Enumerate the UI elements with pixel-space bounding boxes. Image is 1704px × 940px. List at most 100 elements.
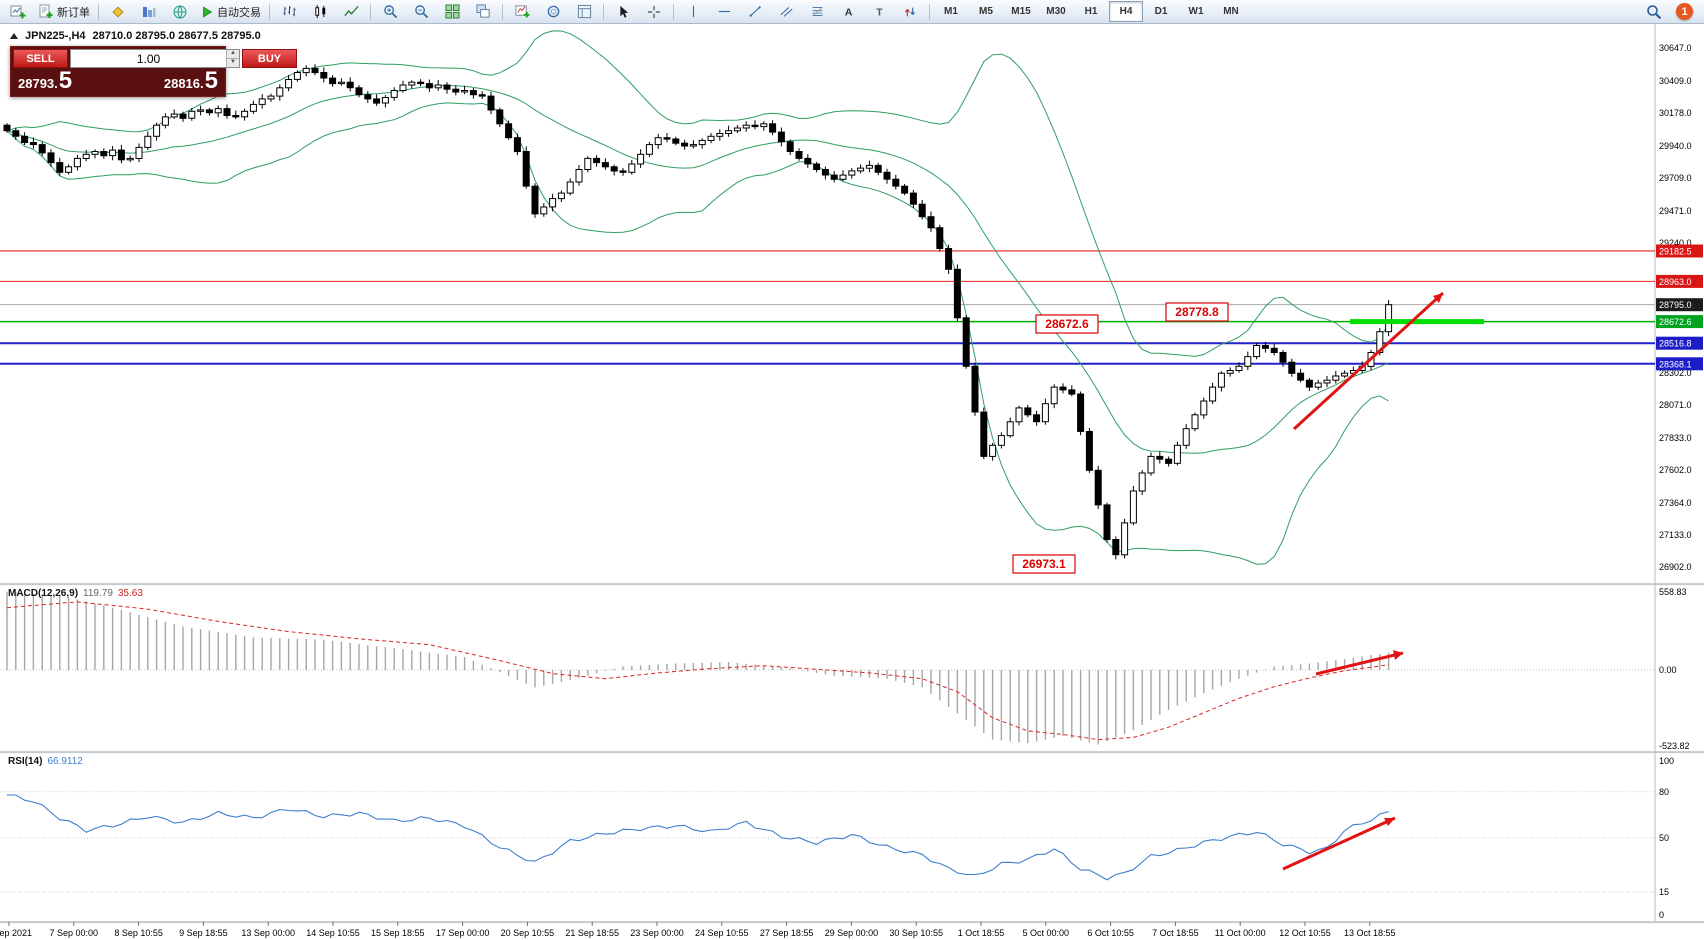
candle-body: [751, 124, 759, 128]
timeframe-button-m30[interactable]: M30: [1046, 6, 1066, 17]
label-tool-button[interactable]: T: [864, 0, 894, 23]
candle-body: [1270, 347, 1278, 353]
data-window-button[interactable]: [165, 0, 195, 23]
candle-body: [1182, 428, 1190, 446]
cursor-tool-button[interactable]: [608, 0, 638, 23]
indicators-button[interactable]: [507, 0, 537, 23]
volume-input[interactable]: [71, 51, 226, 66]
candle-body: [1244, 356, 1252, 367]
price-annotation-box[interactable]: [1035, 314, 1099, 334]
price-badge-support: [1656, 315, 1703, 329]
timeframe-button-d1[interactable]: D1: [1154, 6, 1168, 17]
volume-down-button[interactable]: ▼: [226, 58, 239, 67]
zoom-in-button[interactable]: [375, 0, 405, 23]
candle-body: [522, 151, 530, 187]
rsi-line[interactable]: [6, 794, 1389, 881]
buy-button[interactable]: BUY: [242, 49, 297, 68]
zoom-out-button[interactable]: [406, 0, 436, 23]
candle-body: [285, 79, 293, 89]
timeframe-button-m15[interactable]: M15: [1011, 6, 1031, 17]
notification-badge[interactable]: 1: [1676, 3, 1693, 20]
tile-windows-button[interactable]: [437, 0, 467, 23]
cascade-windows-button[interactable]: [468, 0, 498, 23]
arrows-tool-button[interactable]: [895, 0, 925, 23]
sell-price[interactable]: 28793 . 5: [18, 69, 72, 93]
crosshair-tool-button[interactable]: [639, 0, 669, 23]
line-chart-button[interactable]: [336, 0, 366, 23]
new-order-button[interactable]: 新订单: [34, 0, 94, 23]
candle-body: [1121, 522, 1129, 556]
candle-body: [1209, 386, 1217, 402]
volume-box: ▲ ▼: [70, 49, 240, 68]
bollinger-upper-band[interactable]: [6, 30, 1390, 357]
horizontal-line-tool-button[interactable]: [709, 0, 739, 23]
profile-button[interactable]: [103, 0, 133, 23]
timeframe-button-m1[interactable]: M1: [944, 6, 958, 17]
sell-button[interactable]: SELL: [13, 49, 68, 68]
timeframe-button-mn[interactable]: MN: [1223, 6, 1239, 17]
macd-title: MACD(12,26,9): [8, 588, 79, 599]
sell-price-int: 28793: [18, 76, 55, 91]
candle-body: [1191, 414, 1199, 430]
candlestick-chart-button[interactable]: [305, 0, 335, 23]
candle-body: [654, 137, 662, 146]
bar-chart-button[interactable]: [274, 0, 304, 23]
candle-body: [1332, 375, 1340, 381]
volume-up-button[interactable]: ▲: [226, 50, 239, 58]
bollinger-middle-band[interactable]: [6, 84, 1389, 454]
buy-price[interactable]: 28816 . 5: [164, 69, 218, 93]
timeframe-button-h4[interactable]: H4: [1109, 1, 1143, 22]
candle-body: [364, 94, 372, 100]
autotrading-button[interactable]: 自动交易: [196, 0, 265, 23]
market-watch-button[interactable]: [134, 0, 164, 23]
price-badge-label: 28368.1: [1659, 359, 1692, 369]
price-badge-support: [1656, 336, 1703, 350]
channel-tool-button[interactable]: [771, 0, 801, 23]
price-annotation-box[interactable]: [1165, 302, 1229, 322]
candle-body: [645, 144, 653, 155]
trend-arrow-main[interactable]: [1292, 291, 1445, 431]
rsi-title: RSI(14): [8, 756, 43, 767]
price-level-lines[interactable]: [0, 250, 1655, 365]
trend-arrow-rsi[interactable]: [1282, 816, 1396, 871]
cycles-button[interactable]: [538, 0, 568, 23]
timeframe-button-w1[interactable]: W1: [1188, 6, 1204, 17]
rsi-value: 66.9112: [47, 756, 83, 767]
time-axis-label: 15 Sep 18:55: [371, 928, 425, 938]
vertical-line-tool-button[interactable]: [678, 0, 708, 23]
expand-arrow-icon[interactable]: [10, 33, 18, 39]
macd-signal-line[interactable]: [6, 601, 1389, 741]
candle-body: [540, 206, 548, 215]
text-tool-button[interactable]: A: [833, 0, 863, 23]
arrow-shaft: [1315, 651, 1404, 676]
candle-body: [469, 90, 477, 96]
candle-body: [874, 164, 882, 173]
candle-body: [100, 151, 108, 157]
new-chart-button[interactable]: [3, 0, 33, 23]
ohlc-values: 28710.0 28795.0 28677.5 28795.0: [92, 30, 261, 42]
candle-body: [249, 103, 257, 112]
macd-axis-label: 558.83: [1659, 587, 1687, 597]
time-axis-label: 30 Sep 10:55: [889, 928, 943, 938]
autotrading-label: 自动交易: [217, 6, 261, 19]
trendline-tool-button[interactable]: [740, 0, 770, 23]
candle-body: [452, 88, 460, 93]
candle-body: [689, 144, 697, 147]
search-button[interactable]: [1639, 0, 1669, 23]
template-button[interactable]: [569, 0, 599, 23]
timeframe-button-m5[interactable]: M5: [979, 6, 993, 17]
candle-body: [918, 203, 926, 218]
green-highlight-segment[interactable]: [1350, 319, 1484, 325]
fibonacci-tool-button[interactable]: [802, 0, 832, 23]
trend-arrow-macd[interactable]: [1315, 650, 1404, 676]
candle-body: [241, 110, 249, 118]
timeframe-button-h1[interactable]: H1: [1084, 6, 1098, 17]
candle-body: [628, 163, 636, 173]
price-annotation-box[interactable]: [1012, 554, 1076, 574]
candle-body: [971, 365, 979, 413]
candle-body: [566, 181, 574, 194]
candle-body: [47, 152, 55, 164]
bollinger-lower-band[interactable]: [6, 102, 1389, 565]
macd-main-value: 119.79: [83, 588, 113, 599]
